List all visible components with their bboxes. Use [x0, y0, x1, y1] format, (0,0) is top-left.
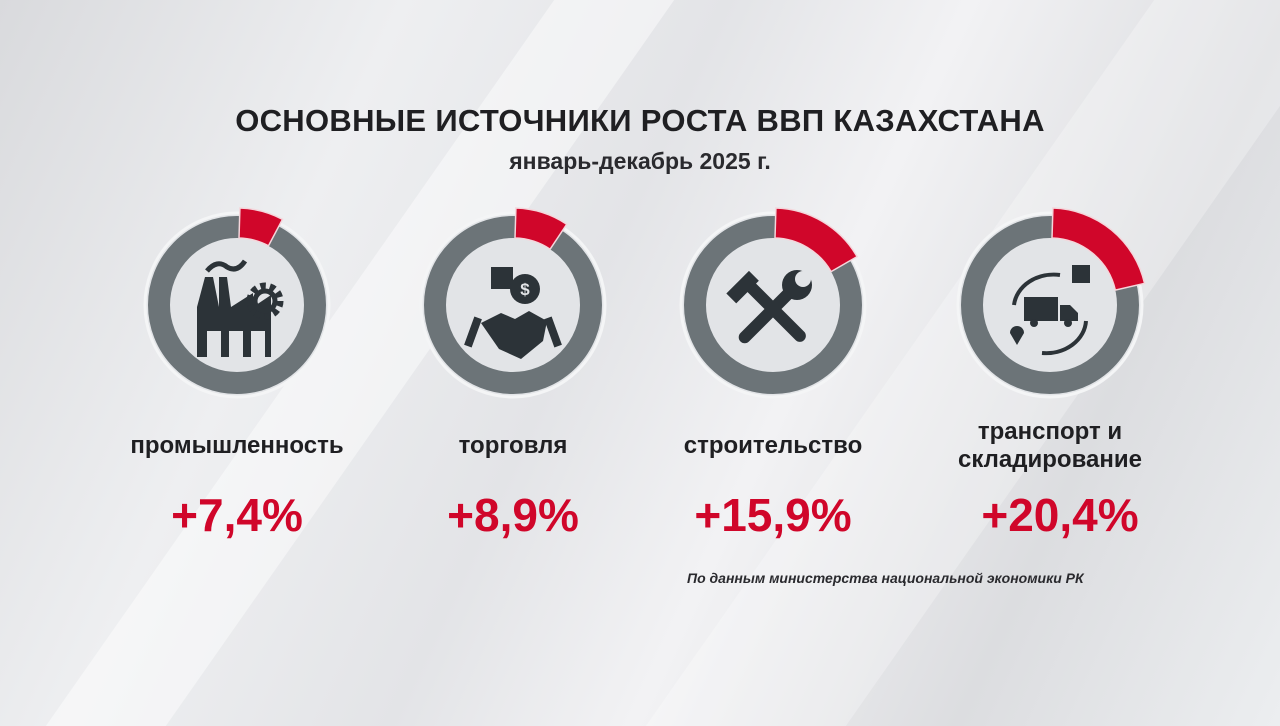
category-label: строительство	[683, 432, 863, 459]
value-label: +20,4%	[981, 489, 1139, 541]
gauge-value-segment	[1051, 207, 1146, 291]
category-label: торговля	[458, 432, 568, 459]
source-note: По данным министерства национальной экон…	[687, 570, 1084, 586]
category-label: транспорт и складирование	[958, 418, 1142, 473]
chart-subtitle: январь-декабрь 2025 г.	[509, 148, 771, 174]
gauge-value-segment	[774, 207, 859, 273]
gauge-ring	[148, 216, 326, 394]
gauge-value-segment	[514, 207, 568, 251]
value-label: +7,4%	[171, 489, 303, 541]
gauge-background	[419, 211, 607, 399]
value-label: +15,9%	[694, 489, 852, 541]
value-label: +8,9%	[447, 489, 579, 541]
chart-title: ОСНОВНЫЕ ИСТОЧНИКИ РОСТА ВВП КАЗАХСТАНА	[235, 103, 1045, 138]
category-label: промышленность	[130, 432, 344, 459]
gauge-ring	[684, 216, 862, 394]
gauge-ring	[424, 216, 602, 394]
gauge-ring	[961, 216, 1139, 394]
gauge-value-segment	[238, 207, 284, 247]
